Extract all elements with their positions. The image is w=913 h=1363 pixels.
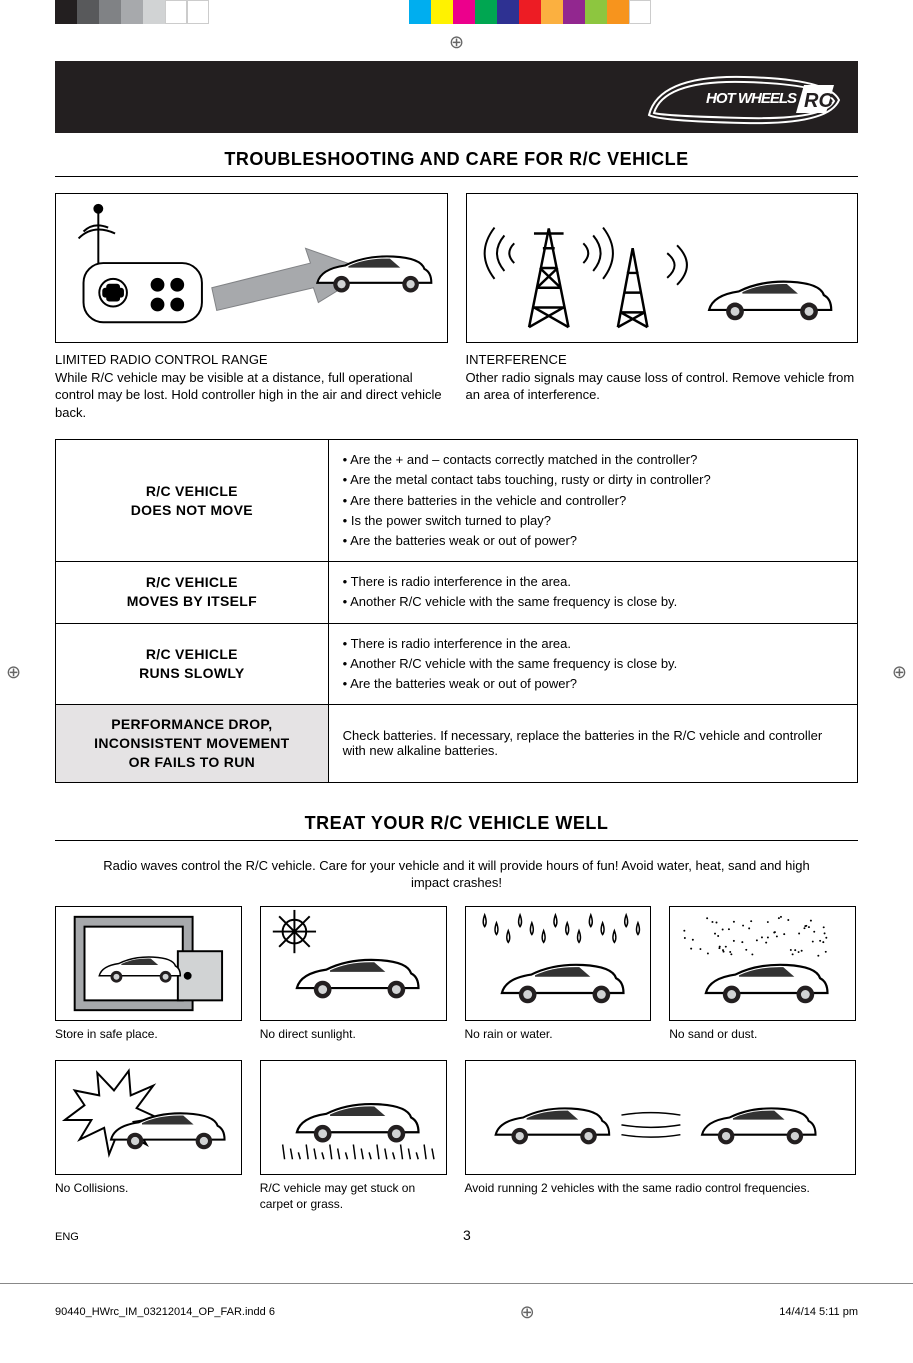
footer-spacer [855,1231,858,1243]
trouble-item: Are the batteries weak or out of power? [343,531,843,551]
trouble-row-heading: R/C VEHICLEMOVES BY ITSELF [56,562,329,623]
section-title-care: TREAT YOUR R/C VEHICLE WELL [55,813,858,834]
interference-caption-title: INTERFERENCE [466,351,859,369]
range-panel: LIMITED RADIO CONTROL RANGE While R/C ve… [55,193,448,421]
care-caption: Store in safe place. [55,1027,242,1043]
trouble-item: Are there batteries in the vehicle and c… [343,491,843,511]
care-intro-text: Radio waves control the R/C vehicle. Car… [95,857,818,892]
care-illustration-sun [260,906,447,1021]
interference-panel: INTERFERENCE Other radio signals may cau… [466,193,859,421]
care-item: Store in safe place. [55,906,242,1043]
trouble-row-solutions: There is radio interference in the area.… [328,623,857,705]
registration-mark-right: ⊕ [892,662,907,683]
trouble-item: Are the metal contact tabs touching, rus… [343,470,843,490]
trouble-row: PERFORMANCE DROP,INCONSISTENT MOVEMENTOR… [56,705,858,783]
care-caption: Avoid running 2 vehicles with the same r… [465,1181,857,1197]
care-illustration-two [465,1060,857,1175]
trouble-row-solutions: There is radio interference in the area.… [328,562,857,623]
care-caption: R/C vehicle may get stuck on carpet or g… [260,1181,447,1212]
trouble-item: Is the power switch turned to play? [343,511,843,531]
care-item: R/C vehicle may get stuck on carpet or g… [260,1060,447,1212]
range-caption-body: While R/C vehicle may be visible at a di… [55,369,448,422]
footer-lang: ENG [55,1231,79,1243]
care-illustration-sand [669,906,856,1021]
trouble-item: There is radio interference in the area. [343,634,843,654]
care-illustration-collision [55,1060,242,1175]
section-rule [55,176,858,177]
trouble-row-heading: R/C VEHICLERUNS SLOWLY [56,623,329,705]
trouble-row: R/C VEHICLERUNS SLOWLYThere is radio int… [56,623,858,705]
trouble-row-heading: R/C VEHICLEDOES NOT MOVE [56,440,329,562]
troubleshooting-table: R/C VEHICLEDOES NOT MOVE Are the + and – … [55,439,858,783]
trouble-row: R/C VEHICLEMOVES BY ITSELFThere is radio… [56,562,858,623]
trouble-row-heading: PERFORMANCE DROP,INCONSISTENT MOVEMENTOR… [56,705,329,783]
registration-mark-bottom: ⊕ [520,1302,535,1323]
svg-text:RC: RC [804,90,833,112]
trouble-item: Are the + and – contacts correctly match… [343,450,843,470]
interference-illustration [466,193,859,343]
trouble-item: There is radio interference in the area. [343,572,843,592]
care-item: No direct sunlight. [260,906,447,1043]
print-file-name: 90440_HWrc_IM_03212014_OP_FAR.indd 6 [55,1306,275,1318]
section-title-troubleshooting: TROUBLESHOOTING AND CARE FOR R/C VEHICLE [55,149,858,170]
care-illustration-store [55,906,242,1021]
print-date: 14/4/14 5:11 pm [779,1306,858,1318]
page-footer: ENG 3 [55,1227,858,1243]
trouble-item: Another R/C vehicle with the same freque… [343,654,843,674]
trouble-item: Are the batteries weak or out of power? [343,674,843,694]
care-caption: No direct sunlight. [260,1027,447,1043]
svg-text:HOT WHEELS: HOT WHEELS [706,90,797,107]
interference-caption-body: Other radio signals may cause loss of co… [466,369,859,404]
care-caption: No Collisions. [55,1181,242,1197]
trouble-row-solutions: Are the + and – contacts correctly match… [328,440,857,562]
trouble-item: Another R/C vehicle with the same freque… [343,592,843,612]
print-color-bar [0,0,913,24]
registration-mark-left: ⊕ [6,662,21,683]
care-item: Avoid running 2 vehicles with the same r… [465,1060,857,1212]
care-item: No Collisions. [55,1060,242,1212]
care-illustration-grass [260,1060,447,1175]
care-item: No rain or water. [465,906,652,1043]
section-rule-2 [55,840,858,841]
care-grid: Store in safe place. No direct sunlight.… [55,906,858,1213]
range-caption-title: LIMITED RADIO CONTROL RANGE [55,351,448,369]
trouble-row-solutions: Check batteries. If necessary, replace t… [328,705,857,783]
care-caption: No sand or dust. [669,1027,856,1043]
registration-mark-top: ⊕ [0,32,913,53]
trouble-row: R/C VEHICLEDOES NOT MOVE Are the + and – … [56,440,858,562]
care-item: No sand or dust. [669,906,856,1043]
range-illustration [55,193,448,343]
print-slug-footer: 90440_HWrc_IM_03212014_OP_FAR.indd 6 ⊕ 1… [0,1283,913,1333]
care-illustration-rain [465,906,652,1021]
hot-wheels-rc-logo: HOT WHEELS RC [644,55,844,139]
header-bar: HOT WHEELS RC [55,61,858,133]
footer-page-number: 3 [463,1227,471,1243]
page-content: ⊕ ⊕ HOT WHEELS RC TROUBLESHOOTING AND CA… [0,61,913,1263]
care-caption: No rain or water. [465,1027,652,1043]
